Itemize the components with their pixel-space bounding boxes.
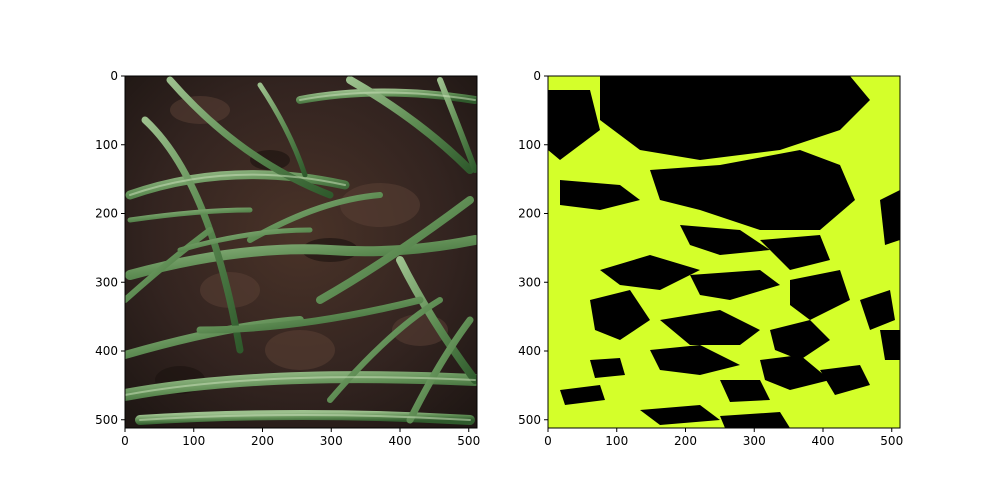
mask-image xyxy=(548,76,900,428)
x-tick-label: 300 xyxy=(743,434,766,448)
x-tick-label: 0 xyxy=(544,434,552,448)
y-tick-label: 500 xyxy=(518,413,541,427)
y-tick-label: 100 xyxy=(95,138,118,152)
y-tick-label: 400 xyxy=(518,344,541,358)
y-tick-label: 0 xyxy=(110,69,118,83)
x-tick-label: 300 xyxy=(320,434,343,448)
y-tick-label: 400 xyxy=(95,344,118,358)
x-tick-label: 100 xyxy=(605,434,628,448)
y-tick-label: 200 xyxy=(95,207,118,221)
x-tick-label: 200 xyxy=(674,434,697,448)
y-tick-label: 300 xyxy=(518,275,541,289)
x-tick-label: 0 xyxy=(121,434,129,448)
y-tick-label: 0 xyxy=(533,69,541,83)
x-tick-label: 100 xyxy=(182,434,205,448)
x-tick-label: 500 xyxy=(880,434,903,448)
y-tick-label: 500 xyxy=(95,413,118,427)
x-tick-label: 400 xyxy=(812,434,835,448)
photo-image xyxy=(125,76,477,428)
y-tick-label: 200 xyxy=(518,207,541,221)
y-tick-label: 300 xyxy=(95,275,118,289)
y-tick-label: 100 xyxy=(518,138,541,152)
x-tick-label: 400 xyxy=(389,434,412,448)
x-tick-label: 200 xyxy=(251,434,274,448)
x-tick-label: 500 xyxy=(457,434,480,448)
